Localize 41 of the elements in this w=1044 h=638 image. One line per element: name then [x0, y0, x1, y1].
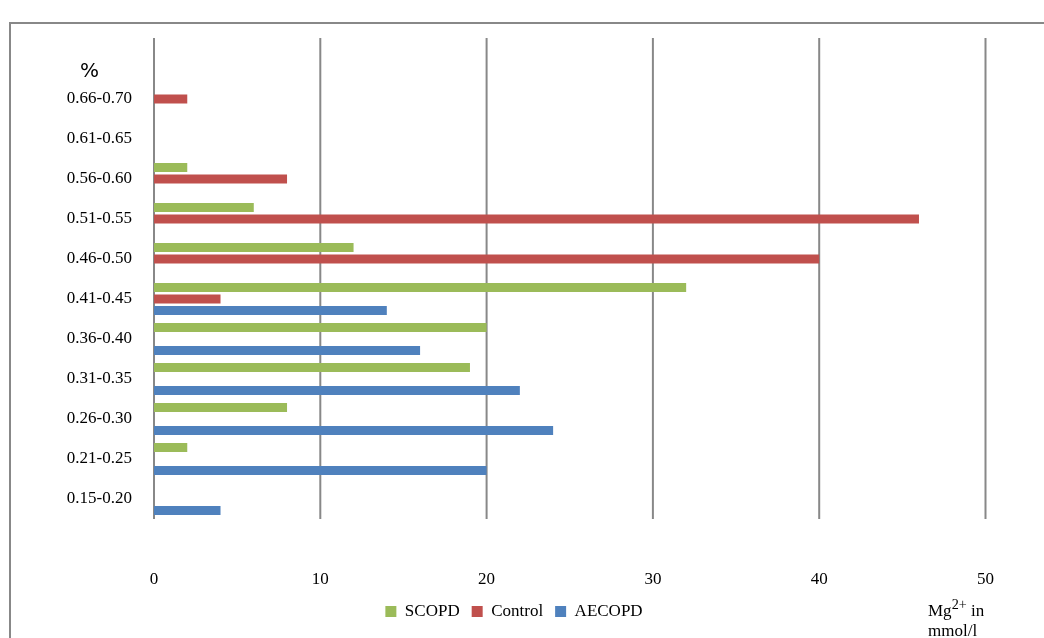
y-tick-label: 0.56-0.60 [66, 168, 132, 188]
x-tick-label: 30 [644, 568, 662, 588]
bar [154, 426, 554, 436]
x-tick-label: 0 [149, 568, 159, 588]
y-tick-label: 0.51-0.55 [66, 208, 132, 228]
bar [154, 386, 520, 396]
bar [154, 402, 288, 412]
y-tick-label: 0.26-0.30 [66, 408, 132, 428]
legend-label: SCOPD [404, 600, 460, 620]
bar [154, 362, 470, 372]
bar [154, 282, 687, 292]
bar [154, 174, 288, 184]
y-tick-label: 0.61-0.65 [66, 128, 132, 148]
x-tick-label: 50 [977, 568, 994, 588]
y-tick-label: 0.66-0.70 [66, 88, 132, 108]
legend-label: AECOPD [574, 600, 643, 620]
bar [154, 466, 487, 476]
bar [154, 254, 820, 264]
y-tick-label: 0.31-0.35 [66, 368, 132, 388]
bar [154, 294, 221, 304]
y-axis-title: % [80, 58, 100, 82]
bar [154, 346, 421, 356]
bar [154, 202, 254, 212]
x-tick-label: 10 [311, 568, 329, 588]
bar [154, 214, 919, 224]
y-tick-label: 0.21-0.25 [66, 448, 132, 468]
x-tick-label: 20 [478, 568, 496, 588]
bar [154, 242, 354, 252]
y-tick-label: 0.36-0.40 [66, 328, 132, 348]
y-tick-label: 0.15-0.20 [66, 488, 132, 508]
bar [154, 94, 188, 104]
bar [154, 162, 188, 172]
bar [154, 442, 188, 452]
bar [154, 306, 387, 316]
y-tick-label: 0.41-0.45 [66, 288, 132, 308]
x-axis-title: Mg$^{2+}$ in mmol/l [928, 595, 986, 638]
x-tick-label: 40 [810, 568, 828, 588]
bar [154, 322, 487, 332]
y-tick-label: 0.46-0.50 [66, 248, 132, 268]
legend-label: Control [491, 600, 544, 620]
bar [154, 506, 221, 516]
